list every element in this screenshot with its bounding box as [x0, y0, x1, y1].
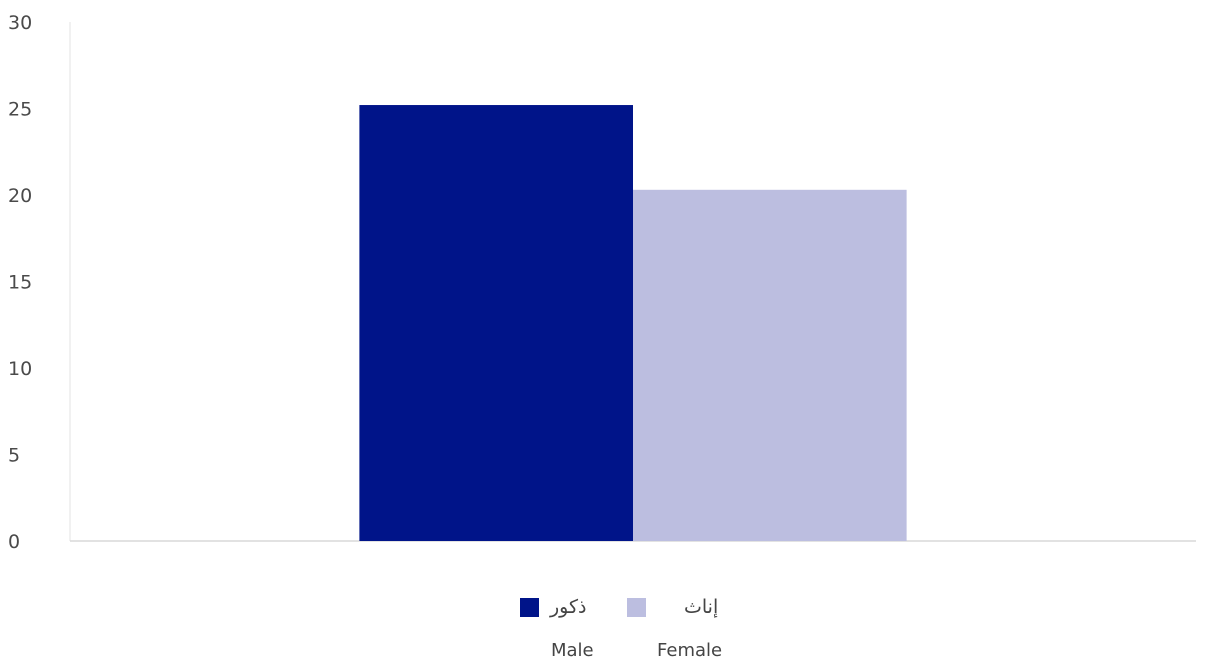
y-tick-label: 30	[8, 12, 32, 34]
y-tick-label: 5	[8, 445, 20, 467]
y-tick-label: 20	[8, 185, 32, 207]
bar-female	[633, 189, 907, 541]
y-tick-label: 25	[8, 99, 32, 121]
y-tick-label: 15	[8, 272, 32, 294]
bar-chart: 0 5 10 15 20 25 30	[8, 12, 1196, 553]
legend: ذكور إناث	[0, 592, 1210, 622]
bar-male	[359, 105, 633, 541]
legend-swatch-male	[520, 597, 539, 617]
legend-label-male-ar: ذكور	[550, 596, 587, 618]
legend-item-male: ذكور	[520, 592, 587, 622]
y-tick-label: 10	[8, 358, 32, 380]
legend-item-female: إناث	[627, 592, 718, 622]
y-tick-label: 0	[8, 531, 20, 553]
y-axis-ticks: 0 5 10 15 20 25 30	[8, 12, 32, 553]
legend-swatch-female	[627, 597, 646, 617]
legend-label-female-en: Female	[657, 640, 723, 661]
legend-label-female-ar: إناث	[684, 596, 719, 618]
bars-group	[359, 105, 907, 541]
legend-label-male-en: Male	[551, 640, 594, 661]
